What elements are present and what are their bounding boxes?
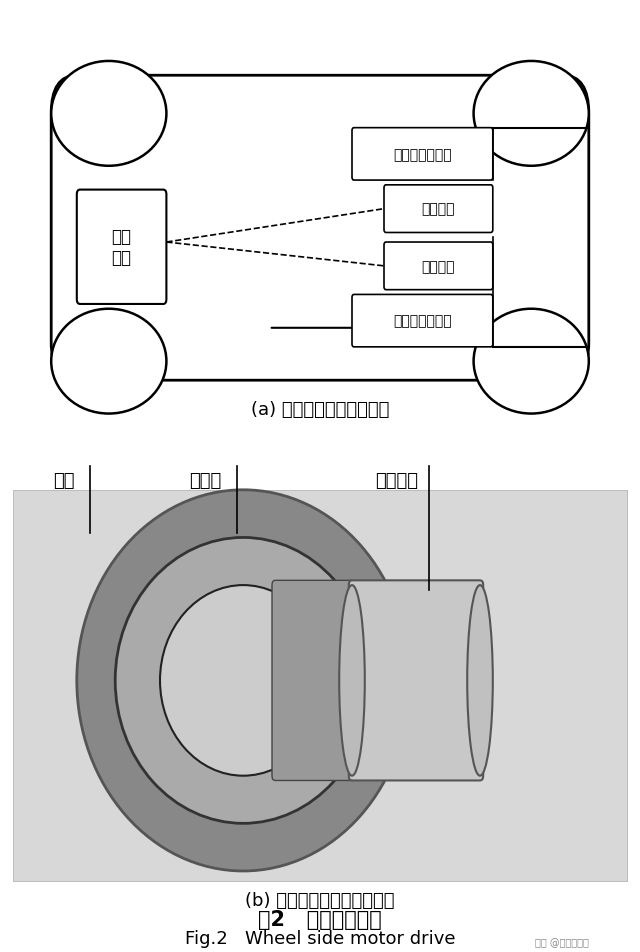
Ellipse shape — [474, 62, 589, 167]
FancyBboxPatch shape — [352, 295, 493, 347]
Ellipse shape — [160, 585, 326, 776]
Ellipse shape — [115, 538, 371, 823]
Ellipse shape — [474, 309, 589, 414]
Text: 轮轂: 轮轂 — [53, 471, 75, 489]
Ellipse shape — [467, 585, 493, 776]
Text: 图2   轮边电机驱动: 图2 轮边电机驱动 — [258, 909, 382, 928]
Ellipse shape — [77, 490, 410, 871]
FancyBboxPatch shape — [272, 581, 355, 781]
Ellipse shape — [51, 62, 166, 167]
Text: 固定速比减速器: 固定速比减速器 — [393, 148, 452, 162]
Text: 减速器: 减速器 — [189, 471, 221, 489]
FancyBboxPatch shape — [352, 129, 493, 181]
FancyBboxPatch shape — [77, 190, 166, 305]
Text: 固定速比减速器: 固定速比减速器 — [393, 314, 452, 328]
Text: (a) 轮边电机传动布置方式: (a) 轮边电机传动布置方式 — [251, 401, 389, 418]
Text: 驱动电机: 驱动电机 — [375, 471, 419, 489]
FancyBboxPatch shape — [13, 490, 627, 881]
Text: 驱动电机: 驱动电机 — [422, 260, 455, 273]
Text: Fig.2   Wheel side motor drive: Fig.2 Wheel side motor drive — [185, 929, 455, 946]
Text: 驱动电机: 驱动电机 — [422, 203, 455, 216]
Ellipse shape — [51, 309, 166, 414]
FancyBboxPatch shape — [384, 186, 493, 233]
Ellipse shape — [339, 585, 365, 776]
FancyBboxPatch shape — [349, 581, 483, 781]
FancyBboxPatch shape — [384, 243, 493, 290]
Text: (b) 轮边电机传动总成示意图: (b) 轮边电机传动总成示意图 — [245, 891, 395, 908]
Text: 头条 @电动新视界: 头条 @电动新视界 — [535, 938, 589, 947]
FancyBboxPatch shape — [51, 76, 589, 381]
Text: 动力
电池: 动力 电池 — [111, 228, 132, 267]
